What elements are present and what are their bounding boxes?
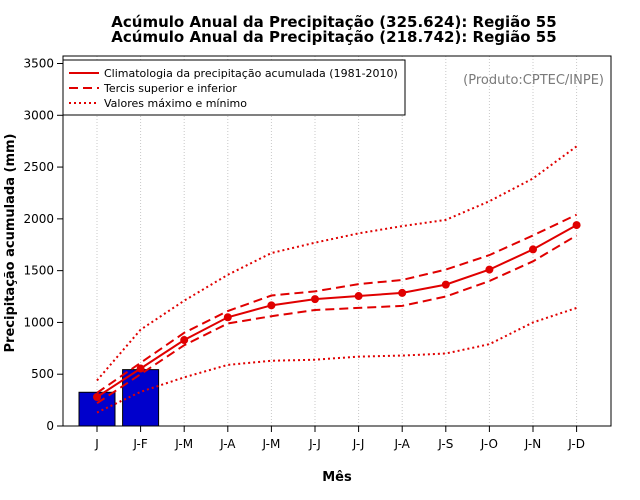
series-line bbox=[96, 224, 578, 398]
x-tick-label: J-S bbox=[437, 437, 453, 451]
x-tick-label: J-M bbox=[174, 437, 193, 451]
y-axis: 0 500 1000 1500 2000 2500 3000 3500 bbox=[23, 57, 63, 433]
climatology-point bbox=[572, 221, 581, 230]
x-tick-label: J-A bbox=[394, 437, 411, 451]
series-line bbox=[96, 306, 577, 414]
y-tick-label: 0 bbox=[46, 419, 54, 433]
x-tick-label: J-A bbox=[219, 437, 236, 451]
climatology-point bbox=[93, 393, 101, 401]
climatology-point bbox=[485, 265, 494, 274]
legend-entry-extremes: Valores máximo e mínimo bbox=[104, 97, 247, 110]
legend-box bbox=[62, 59, 406, 116]
observed-bars bbox=[78, 369, 160, 427]
x-tick-label: J-M bbox=[262, 437, 281, 451]
climatology-point bbox=[311, 295, 319, 304]
x-tick-label: J-O bbox=[480, 437, 498, 451]
x-tick-label: J-J bbox=[308, 437, 321, 451]
x-tick-label: J-D bbox=[567, 437, 585, 451]
y-tick-label: 1000 bbox=[23, 315, 54, 329]
climatology-point bbox=[398, 288, 407, 297]
product-credit: (Produto:CPTEC/INPE) bbox=[463, 73, 604, 88]
series-line bbox=[96, 213, 578, 394]
x-tick-label: J-N bbox=[524, 437, 541, 451]
climatology-point bbox=[529, 245, 537, 254]
y-axis-label: Precipitação acumulada (mm) bbox=[3, 134, 18, 353]
climatology-point bbox=[180, 336, 189, 345]
legend: Climatologia da precipitação acumulada (… bbox=[62, 59, 406, 116]
plot-frame bbox=[62, 55, 612, 427]
y-tick-label: 2000 bbox=[23, 212, 54, 226]
climatology-point bbox=[354, 292, 363, 301]
chart-title-2: Acúmulo Anual da Precipitação (218.742):… bbox=[111, 28, 556, 46]
observed-bar bbox=[122, 369, 160, 427]
x-axis-label: Mês bbox=[322, 470, 352, 485]
climatology-point bbox=[136, 364, 145, 373]
x-tick-label: J-J bbox=[352, 437, 365, 451]
climatology-point bbox=[267, 301, 276, 310]
y-tick-label: 500 bbox=[31, 367, 54, 381]
y-tick-label: 1500 bbox=[23, 264, 54, 278]
climatology-point bbox=[223, 313, 232, 322]
series-line bbox=[96, 145, 578, 382]
legend-entry-tercis: Tercis superior e inferior bbox=[103, 82, 237, 95]
x-axis: J J-F J-M J-A J-M J-J J-J J-A J-S J-O J-N J-D bbox=[94, 426, 585, 451]
chart-title-1: Acúmulo Anual da Precipitação (325.624):… bbox=[111, 13, 556, 31]
x-tick-label: J bbox=[94, 437, 99, 451]
y-tick-label: 2500 bbox=[23, 160, 54, 174]
y-tick-label: 3500 bbox=[23, 57, 54, 71]
y-tick-label: 3000 bbox=[23, 108, 54, 122]
legend-entry-climatology: Climatologia da precipitação acumulada (… bbox=[104, 67, 398, 80]
climatology-point bbox=[441, 280, 450, 289]
series-lines bbox=[93, 145, 581, 414]
series-line bbox=[96, 234, 578, 405]
x-tick-label: J-F bbox=[132, 437, 147, 451]
